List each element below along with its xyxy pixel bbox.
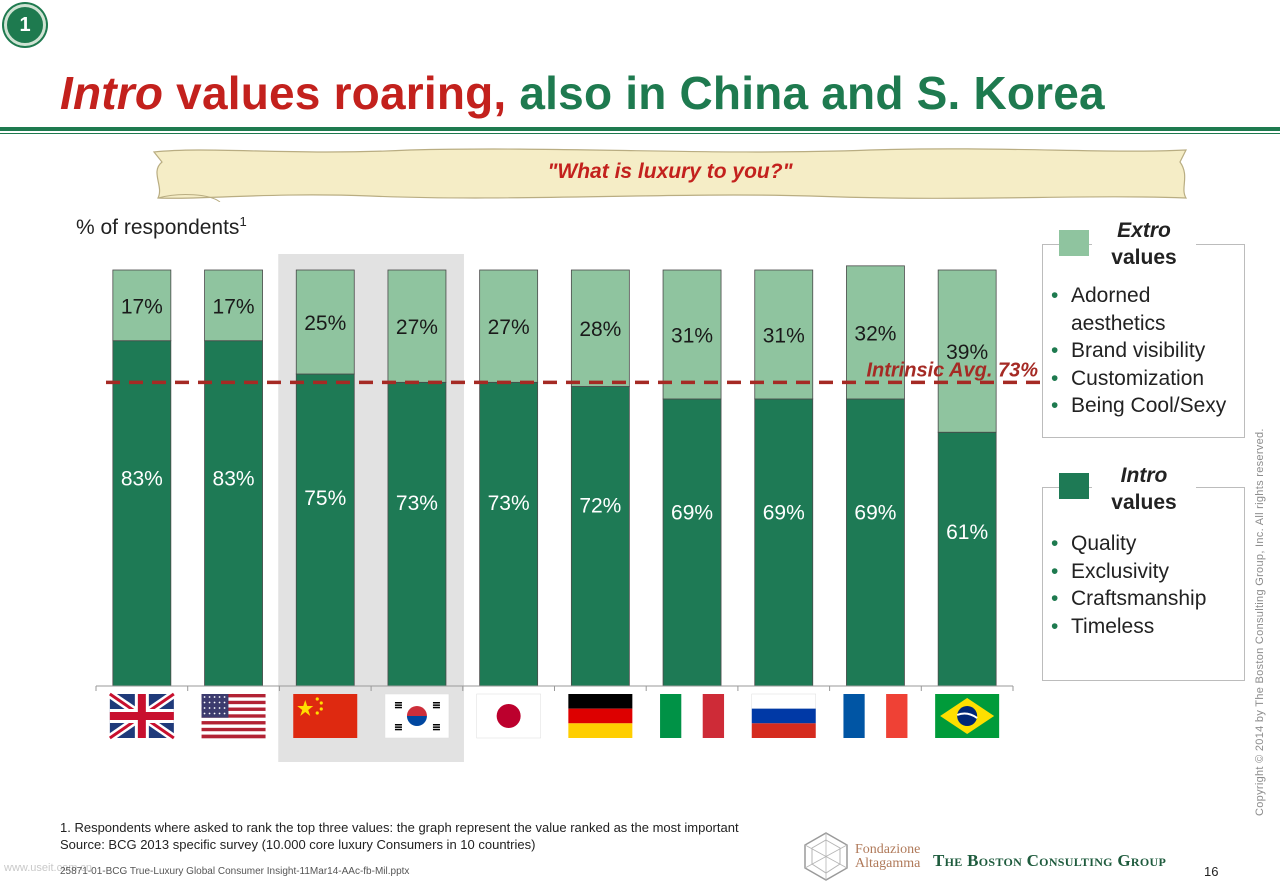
- bar-extro-brazil: [937, 269, 997, 433]
- slide-title: Intro values roaring, also in China and …: [60, 66, 1105, 120]
- title-china-korea: also in China and S. Korea: [506, 67, 1105, 119]
- question-scroll-banner: [152, 148, 1188, 202]
- intro-item: Craftsmanship: [1047, 585, 1245, 613]
- bar-extro-united-states: [204, 269, 263, 342]
- bcg-logo: The Boston Consulting Group: [933, 851, 1167, 870]
- data-label-extro: 27%: [396, 316, 438, 339]
- bar-extro-united-kingdom: [112, 269, 172, 342]
- data-label-intro: 61%: [946, 521, 988, 544]
- title-rule: [0, 127, 1280, 131]
- y-axis-label: % of respondents1: [76, 214, 247, 240]
- copyright-notice: Copyright © 2014 by The Boston Consultin…: [1254, 428, 1266, 816]
- intro-legend-title: Intro values: [1092, 462, 1196, 516]
- data-label-extro: 28%: [579, 318, 621, 341]
- flag-south-korea-icon: [384, 693, 450, 739]
- bar-intro-china: [295, 373, 355, 687]
- data-label-extro: 17%: [121, 295, 163, 318]
- flag-brazil-icon: [935, 694, 1000, 738]
- flag-russia-icon: [751, 693, 816, 738]
- section-number-badge: 1: [4, 4, 46, 46]
- page-number: 16: [1204, 864, 1219, 879]
- bar-intro-germany: [570, 386, 630, 687]
- fondazione-altagamma-logo: Fondazione Altagamma: [855, 843, 920, 871]
- bar-extro-south-korea: [387, 269, 447, 383]
- extro-item: Brand visibility: [1047, 337, 1245, 365]
- data-label-extro: 17%: [213, 295, 255, 318]
- title-intro: Intro: [60, 67, 164, 119]
- data-label-extro: 31%: [763, 324, 805, 347]
- footnote-marker: 1: [239, 214, 247, 229]
- data-label-intro: 72%: [579, 494, 621, 517]
- data-label-intro: 69%: [763, 502, 805, 525]
- extro-item: Customization: [1047, 365, 1245, 393]
- fondazione-altagamma-logo-icon: [804, 832, 848, 881]
- data-label-intro: 75%: [304, 487, 346, 510]
- bar-intro-japan: [479, 381, 539, 687]
- data-label-intro: 69%: [854, 502, 896, 525]
- bar-intro-south-korea: [387, 381, 447, 687]
- intro-item: Timeless: [1047, 613, 1245, 641]
- extro-item: Being Cool/Sexy: [1047, 392, 1245, 420]
- flag-china-icon: [293, 694, 358, 738]
- data-label-intro: 83%: [213, 468, 255, 491]
- bar-intro-united-kingdom: [112, 340, 172, 687]
- bar-intro-brazil: [937, 431, 997, 687]
- intro-title-rest: values: [1111, 491, 1177, 514]
- flag-united-kingdom-icon: [107, 690, 177, 742]
- stacked-bar-chart: 83% 17% 83% 17% 75% 25% 73% 27% 73% 27% 72% 28% 69% 3…: [95, 254, 1040, 762]
- intro-item: Quality: [1047, 530, 1245, 558]
- data-label-extro: 39%: [946, 341, 988, 364]
- data-label-extro: 31%: [671, 324, 713, 347]
- intro-swatch: [1059, 473, 1089, 499]
- extro-title-rest: values: [1111, 246, 1177, 269]
- extro-swatch: [1059, 230, 1089, 256]
- fondazione-line1: Fondazione: [855, 842, 921, 857]
- footnote-text: 1. Respondents where asked to rank the t…: [60, 820, 739, 835]
- title-rule-thin: [0, 133, 1280, 134]
- data-label-intro: 83%: [121, 468, 163, 491]
- flag-italy-icon: [660, 694, 725, 738]
- fondazione-line2: Altagamma: [855, 856, 921, 871]
- bar-intro-russia: [754, 398, 814, 687]
- flag-japan-icon: [476, 693, 541, 739]
- bar-extro-russia: [754, 269, 814, 400]
- file-reference: 25871-01-BCG True-Luxury Global Consumer…: [60, 866, 410, 877]
- data-label-extro: 25%: [304, 312, 346, 335]
- extro-values-list: Adorned aesthetics Brand visibility Cust…: [1047, 282, 1245, 420]
- watermark: www.useit.com.cn: [4, 862, 93, 874]
- bar-extro-italy: [662, 269, 722, 400]
- bar-intro-italy: [662, 398, 722, 687]
- extro-title-italic: Extro: [1117, 219, 1171, 242]
- intro-item: Exclusivity: [1047, 558, 1245, 586]
- extro-item: Adorned aesthetics: [1047, 282, 1245, 337]
- average-line-label: Intrinsic Avg. 73%: [866, 359, 1038, 381]
- data-label-extro: 32%: [854, 322, 896, 345]
- bar-extro-germany: [570, 269, 630, 387]
- y-axis-label-text: % of respondents: [76, 216, 240, 239]
- data-label-intro: 73%: [396, 492, 438, 515]
- flag-germany-icon: [568, 694, 633, 738]
- bar-extro-france: [846, 265, 905, 400]
- extro-legend-title: Extro values: [1092, 217, 1196, 271]
- title-values-roaring: values roaring,: [163, 67, 507, 119]
- bar-extro-china: [295, 269, 355, 375]
- data-label-intro: 73%: [488, 492, 530, 515]
- data-label-intro: 69%: [671, 502, 713, 525]
- data-label-extro: 27%: [488, 316, 530, 339]
- bar-intro-france: [846, 398, 905, 687]
- intro-values-list: Quality Exclusivity Craftsmanship Timele…: [1047, 530, 1245, 640]
- source-text: Source: BCG 2013 specific survey (10.000…: [60, 837, 536, 852]
- bar-extro-japan: [479, 269, 539, 383]
- flag-united-states-icon: [201, 694, 266, 739]
- flag-france-icon: [843, 694, 908, 738]
- footnote-block: 1. Respondents where asked to rank the t…: [60, 819, 739, 853]
- question-text: "What is luxury to you?": [547, 160, 793, 183]
- bar-intro-united-states: [204, 340, 263, 687]
- intro-title-italic: Intro: [1120, 464, 1168, 487]
